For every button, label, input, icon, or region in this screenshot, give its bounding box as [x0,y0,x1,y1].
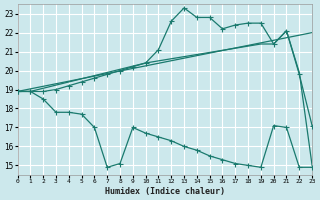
X-axis label: Humidex (Indice chaleur): Humidex (Indice chaleur) [105,187,225,196]
